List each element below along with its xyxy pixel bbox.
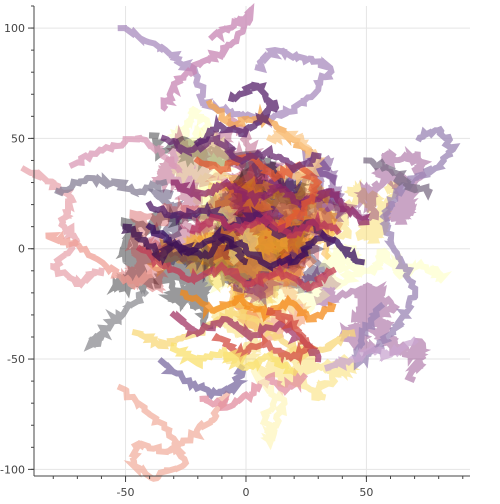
series-line (68, 134, 183, 174)
series-line (135, 244, 337, 292)
series-line (116, 383, 231, 482)
x-tick-label: 0 (242, 486, 249, 499)
series-line (324, 336, 419, 372)
series-line (160, 134, 322, 174)
series-line (20, 165, 105, 289)
y-tick-label: -50 (7, 353, 25, 366)
series-line (160, 2, 255, 112)
series-line (121, 223, 249, 266)
series-line (193, 151, 323, 231)
series-line (363, 157, 433, 201)
y-tick-label: 100 (4, 22, 25, 35)
series-line (45, 230, 153, 291)
series-line (157, 357, 249, 400)
grid-layer (34, 6, 470, 476)
series-line (83, 289, 150, 352)
x-tick-label: 50 (359, 486, 373, 499)
y-tick-label: 50 (11, 132, 25, 145)
x-tick-label: -50 (117, 486, 135, 499)
series-line (193, 81, 280, 147)
y-tick-label: 0 (18, 243, 25, 256)
series-line (211, 306, 319, 366)
series-line (246, 359, 288, 451)
series-line (54, 172, 168, 198)
series-line (189, 210, 342, 239)
series-line (169, 342, 299, 377)
series-line (170, 178, 371, 226)
series-line (266, 129, 326, 186)
series-line (351, 125, 461, 371)
series-line (179, 289, 337, 323)
series-layer (20, 2, 461, 482)
axis-layer: -50 0 50 -100 -50 0 50 100 (0, 5, 470, 499)
series-line (148, 226, 260, 330)
y-tick-label: -100 (0, 463, 25, 476)
